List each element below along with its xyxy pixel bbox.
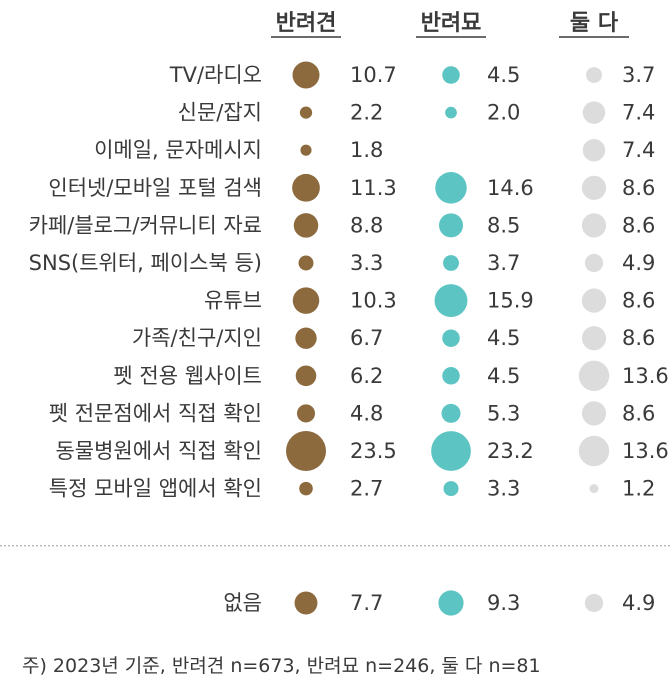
- value-label: 2.7: [350, 477, 383, 501]
- value-label: 2.2: [350, 101, 383, 125]
- value-label: 7.7: [350, 591, 383, 615]
- value-label: 11.3: [350, 176, 397, 200]
- value-label: 4.8: [350, 401, 383, 425]
- value-label: 8.6: [622, 289, 655, 313]
- bubble: [584, 593, 604, 613]
- value-label: 3.7: [487, 251, 520, 275]
- bubble: [581, 213, 607, 238]
- value-label: 3.3: [350, 251, 383, 275]
- bubble: [586, 67, 602, 83]
- value-label: 7.4: [622, 101, 655, 125]
- value-label: 4.5: [487, 364, 520, 388]
- bubble: [442, 367, 460, 385]
- category-label: 펫 전문점에서 직접 확인: [49, 401, 262, 425]
- bubble: [589, 484, 599, 494]
- value-label: 10.3: [350, 289, 397, 313]
- bubble: [582, 138, 606, 162]
- value-label: 7.4: [622, 138, 655, 162]
- bubble: [434, 284, 468, 318]
- category-label: 카페/블로그/커뮤니티 자료: [29, 213, 262, 237]
- value-label: 6.2: [350, 364, 383, 388]
- value-label: 5.3: [487, 401, 520, 425]
- value-label: 23.2: [487, 439, 534, 463]
- bubble: [299, 106, 313, 119]
- category-label: 없음: [223, 591, 262, 615]
- footnote: 주) 2023년 기준, 반려견 n=673, 반려묘 n=246, 둘 다 n…: [22, 655, 541, 677]
- value-label: 13.6: [622, 364, 669, 388]
- bubble: [578, 435, 610, 467]
- value-label: 1.8: [350, 138, 383, 162]
- bubble: [438, 213, 464, 238]
- bubble: [582, 101, 606, 124]
- value-label: 9.3: [487, 591, 520, 615]
- bubble: [296, 404, 316, 423]
- bubble: [581, 288, 607, 313]
- bubble: [442, 66, 460, 84]
- value-label: 4.9: [622, 251, 655, 275]
- bubble: [295, 327, 317, 349]
- category-label: 특정 모바일 앱에서 확인: [49, 477, 262, 501]
- value-label: 14.6: [487, 176, 534, 200]
- series-header: 반려묘: [421, 11, 482, 36]
- bubble: [293, 213, 319, 238]
- value-label: 8.6: [622, 213, 655, 237]
- bubble: [286, 431, 326, 471]
- bubble: [578, 360, 610, 392]
- bubble: [438, 590, 464, 616]
- bubble: [292, 287, 320, 314]
- category-label: 유튜브: [204, 289, 262, 313]
- value-label: 10.7: [350, 63, 397, 87]
- bubble: [292, 61, 320, 89]
- value-label: 15.9: [487, 289, 534, 313]
- value-label: 2.0: [487, 101, 520, 125]
- value-label: 13.6: [622, 439, 669, 463]
- value-label: 6.7: [350, 326, 383, 350]
- bubble: [442, 329, 460, 347]
- category-label: 가족/친구/지인: [132, 326, 262, 350]
- value-label: 8.5: [487, 213, 520, 237]
- bubble: [581, 175, 607, 200]
- value-label: 8.8: [350, 213, 383, 237]
- value-label: 4.5: [487, 63, 520, 87]
- bubble: [435, 172, 467, 204]
- bubble: [443, 481, 459, 497]
- value-label: 4.5: [487, 326, 520, 350]
- value-label: 4.9: [622, 591, 655, 615]
- series-header: 둘 다: [570, 11, 619, 36]
- bubble: [584, 253, 604, 273]
- value-label: 23.5: [350, 439, 397, 463]
- value-label: 1.2: [622, 477, 655, 501]
- bubble: [292, 173, 320, 202]
- category-label: 이메일, 문자메시지: [94, 138, 262, 162]
- value-label: 3.7: [622, 63, 655, 87]
- value-label: 8.6: [622, 176, 655, 200]
- bubble: [441, 403, 461, 423]
- category-label: 펫 전용 웹사이트: [113, 364, 262, 388]
- bubble: [298, 255, 314, 271]
- category-label: 인터넷/모바일 포털 검색: [48, 176, 262, 200]
- category-label: 신문/잡지: [178, 101, 262, 125]
- bubble: [300, 144, 312, 156]
- bubble: [295, 365, 317, 387]
- value-label: 8.6: [622, 326, 655, 350]
- category-label: SNS(트위터, 페이스북 등): [29, 251, 262, 275]
- bubble: [443, 255, 459, 271]
- bubble: [294, 591, 318, 615]
- series-header: 반려견: [276, 11, 337, 36]
- bubble: [299, 481, 313, 496]
- bubble: [581, 326, 607, 351]
- value-label: 8.6: [622, 401, 655, 425]
- category-label: 동물병원에서 직접 확인: [55, 439, 262, 463]
- category-label: TV/라디오: [169, 63, 262, 87]
- bubble: [431, 431, 471, 471]
- value-label: 3.3: [487, 477, 520, 501]
- bubble: [581, 401, 607, 426]
- bubble: [445, 106, 457, 119]
